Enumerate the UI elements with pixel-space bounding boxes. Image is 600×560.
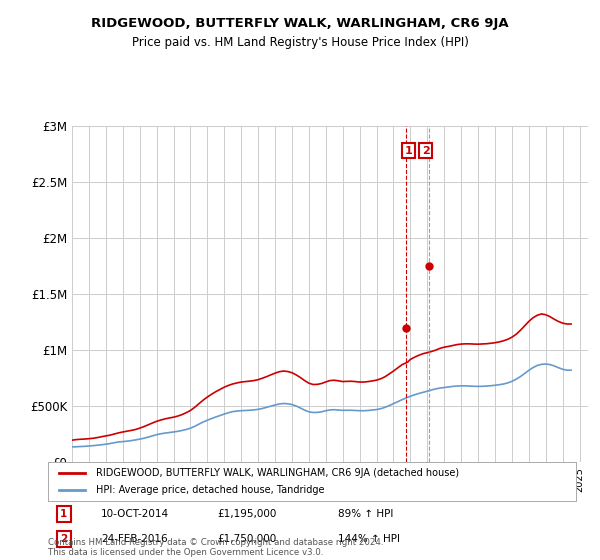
Text: 24-FEB-2016: 24-FEB-2016	[101, 534, 167, 544]
Text: £1,750,000: £1,750,000	[217, 534, 276, 544]
Text: HPI: Average price, detached house, Tandridge: HPI: Average price, detached house, Tand…	[95, 485, 324, 495]
Text: 1: 1	[405, 146, 413, 156]
Text: £1,195,000: £1,195,000	[217, 509, 277, 519]
Text: 2: 2	[60, 534, 67, 544]
Text: 1: 1	[60, 509, 67, 519]
Text: 144% ↑ HPI: 144% ↑ HPI	[338, 534, 400, 544]
Text: Contains HM Land Registry data © Crown copyright and database right 2024.
This d: Contains HM Land Registry data © Crown c…	[48, 538, 383, 557]
Text: 2: 2	[422, 146, 430, 156]
Text: Price paid vs. HM Land Registry's House Price Index (HPI): Price paid vs. HM Land Registry's House …	[131, 36, 469, 49]
Text: RIDGEWOOD, BUTTERFLY WALK, WARLINGHAM, CR6 9JA (detached house): RIDGEWOOD, BUTTERFLY WALK, WARLINGHAM, C…	[95, 468, 458, 478]
Text: 89% ↑ HPI: 89% ↑ HPI	[338, 509, 394, 519]
Text: 10-OCT-2014: 10-OCT-2014	[101, 509, 169, 519]
Text: RIDGEWOOD, BUTTERFLY WALK, WARLINGHAM, CR6 9JA: RIDGEWOOD, BUTTERFLY WALK, WARLINGHAM, C…	[91, 17, 509, 30]
